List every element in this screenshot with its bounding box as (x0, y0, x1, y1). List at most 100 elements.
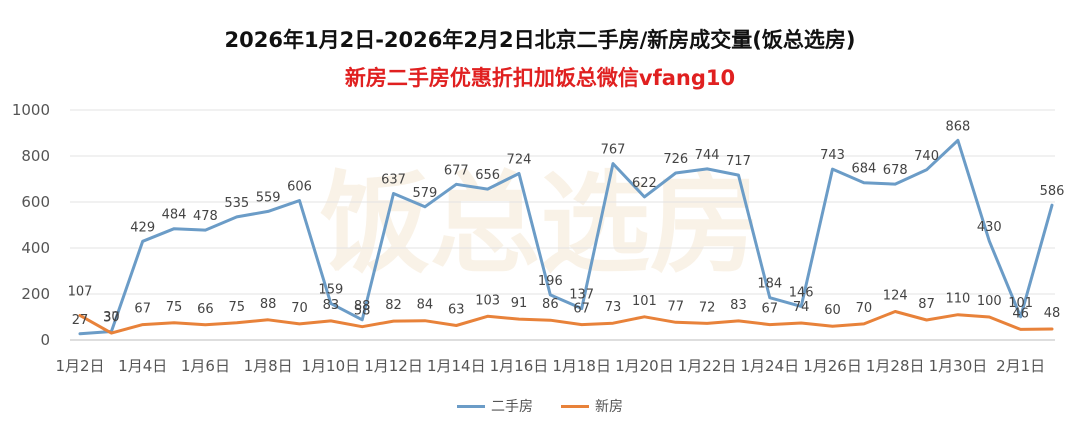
series-line-new-home (78, 310, 1054, 335)
data-label-new-home: 67 (762, 302, 779, 317)
data-label-new-home: 46 (1012, 306, 1029, 321)
data-label-second-hand: 429 (130, 220, 155, 235)
data-label-second-hand: 579 (412, 186, 437, 201)
x-tick-label: 1月26日 (803, 357, 862, 375)
data-label-new-home: 72 (699, 300, 716, 315)
data-label-second-hand: 535 (224, 196, 249, 211)
data-label-second-hand: 868 (946, 119, 971, 134)
watermark-text: 饭总选房 (320, 160, 760, 288)
data-label-second-hand: 656 (475, 168, 500, 183)
x-tick-label: 1月14日 (427, 357, 486, 375)
y-tick-label: 600 (21, 193, 50, 211)
x-tick-label: 1月8日 (244, 357, 293, 375)
data-label-new-home: 48 (1044, 306, 1061, 321)
x-tick-label: 1月30日 (929, 357, 988, 375)
x-tick-label: 1月4日 (118, 357, 167, 375)
data-label-new-home: 75 (166, 300, 183, 315)
legend-item-new-home: 新房 (561, 396, 623, 416)
data-label-second-hand: 184 (757, 277, 782, 292)
data-label-second-hand: 27 (72, 313, 89, 328)
data-label-new-home: 84 (417, 298, 434, 313)
x-tick-label: 1月6日 (181, 357, 230, 375)
data-label-second-hand: 484 (162, 208, 187, 223)
x-tick-label: 1月20日 (615, 357, 674, 375)
data-label-new-home: 103 (475, 293, 500, 308)
data-label-new-home: 73 (605, 300, 622, 315)
data-label-new-home: 60 (824, 303, 841, 318)
data-label-second-hand: 196 (538, 274, 563, 289)
x-tick-label: 1月12日 (364, 357, 423, 375)
data-label-second-hand: 743 (820, 148, 845, 163)
data-label-second-hand: 767 (601, 143, 626, 158)
legend-swatch-second-hand (457, 404, 485, 408)
x-tick-label: 1月16日 (490, 357, 549, 375)
x-tick-label: 1月2日 (55, 357, 104, 375)
data-label-new-home: 77 (667, 299, 684, 314)
data-label-new-home: 107 (68, 284, 93, 299)
data-label-second-hand: 726 (663, 152, 688, 167)
data-label-new-home: 100 (977, 294, 1002, 309)
x-tick-label: 1月10日 (302, 357, 361, 375)
series-line-second-hand (78, 138, 1054, 336)
data-label-second-hand: 430 (977, 220, 1002, 235)
data-label-new-home: 74 (793, 300, 810, 315)
x-tick-label: 1月18日 (552, 357, 611, 375)
data-label-second-hand: 678 (883, 163, 908, 178)
data-label-second-hand: 101 (1008, 296, 1033, 311)
data-label-second-hand: 37 (103, 310, 120, 325)
data-label-new-home: 75 (229, 300, 246, 315)
y-tick-label: 800 (21, 147, 50, 165)
data-label-second-hand: 606 (287, 180, 312, 195)
data-label-second-hand: 146 (789, 285, 814, 300)
data-label-second-hand: 637 (381, 172, 406, 187)
data-label-new-home: 88 (260, 297, 277, 312)
data-label-second-hand: 724 (507, 152, 532, 167)
x-tick-label: 1月24日 (740, 357, 799, 375)
chart-subtitle: 新房二手房优惠折扣加饭总微信vfang10 (344, 66, 736, 90)
legend-swatch-new-home (561, 404, 589, 408)
data-label-new-home: 67 (573, 302, 590, 317)
data-label-new-home: 82 (385, 298, 402, 313)
legend: 二手房 新房 (0, 396, 1080, 416)
data-label-new-home: 83 (323, 298, 340, 313)
data-label-second-hand: 740 (914, 149, 939, 164)
data-label-second-hand: 159 (318, 282, 343, 297)
data-label-second-hand: 88 (354, 299, 371, 314)
legend-label-new-home: 新房 (595, 399, 623, 415)
x-tick-label: 1月22日 (678, 357, 737, 375)
y-tick-label: 200 (21, 285, 50, 303)
data-label-new-home: 87 (918, 297, 935, 312)
data-label-second-hand: 137 (569, 287, 594, 302)
x-tick-label: 2月1日 (996, 357, 1045, 375)
data-label-new-home: 70 (856, 301, 873, 316)
x-tick-label: 1月28日 (866, 357, 925, 375)
data-label-new-home: 58 (354, 304, 371, 319)
data-label-new-home: 91 (511, 296, 528, 311)
data-label-second-hand: 559 (256, 190, 281, 205)
legend-item-second-hand: 二手房 (457, 396, 533, 416)
data-label-second-hand: 622 (632, 176, 657, 191)
y-tick-label: 1000 (12, 101, 50, 119)
data-label-new-home: 110 (946, 292, 971, 307)
data-label-new-home: 124 (883, 288, 908, 303)
y-tick-label: 0 (40, 331, 50, 349)
data-label-new-home: 67 (134, 302, 151, 317)
data-label-new-home: 63 (448, 303, 465, 318)
chart-title: 2026年1月2日-2026年2月2日北京二手房/新房成交量(饭总选房) (224, 28, 856, 52)
data-label-second-hand: 478 (193, 209, 218, 224)
data-label-second-hand: 586 (1040, 184, 1065, 199)
data-label-second-hand: 677 (444, 163, 469, 178)
data-label-second-hand: 717 (726, 154, 751, 169)
data-label-new-home: 83 (730, 298, 747, 313)
data-label-second-hand: 684 (851, 162, 876, 177)
data-label-new-home: 70 (291, 301, 308, 316)
data-label-second-hand: 744 (695, 148, 720, 163)
data-label-new-home: 30 (103, 310, 120, 325)
data-label-new-home: 86 (542, 297, 559, 312)
data-label-new-home: 101 (632, 294, 657, 309)
legend-label-second-hand: 二手房 (491, 399, 533, 415)
data-label-new-home: 66 (197, 302, 214, 317)
y-tick-label: 400 (21, 239, 50, 257)
